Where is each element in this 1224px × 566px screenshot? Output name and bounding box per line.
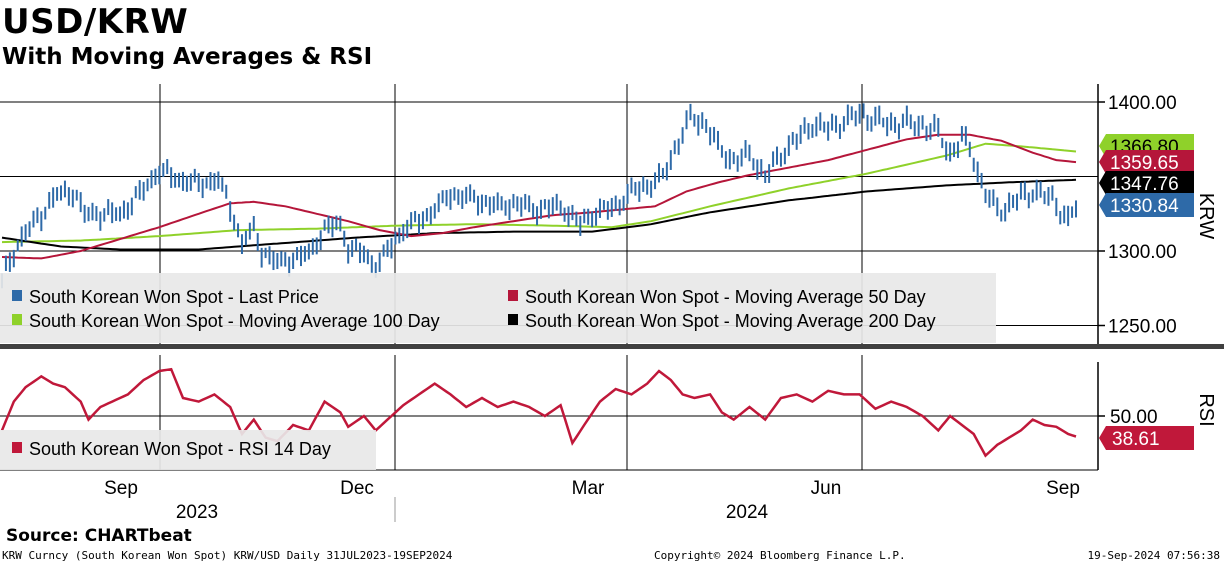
year-label: 2024 xyxy=(726,502,769,523)
x-tick-label: Sep xyxy=(104,478,138,499)
price-y-tick-label: 1250.00 xyxy=(1108,317,1177,338)
price-bars xyxy=(1,103,1077,289)
axis-labels: 1400.00 1300.00 1250.00 50.00 KRW RSI Sep Dec Ma… xyxy=(104,93,1217,523)
copyright: Copyright© 2024 Bloomberg Finance L.P. xyxy=(654,549,906,562)
legend-ma200-label: South Korean Won Spot - Moving Average 2… xyxy=(525,311,936,331)
rsi-line xyxy=(0,367,1077,458)
legend-last-price-label: South Korean Won Spot - Last Price xyxy=(29,287,319,307)
pane-divider[interactable] xyxy=(0,344,1224,349)
price-value-tag xyxy=(1099,193,1194,217)
price-legend-box xyxy=(0,273,996,343)
x-tick-label: Jun xyxy=(811,478,842,499)
legend-ma50-swatch xyxy=(508,290,518,301)
legend-rsi-label: South Korean Won Spot - RSI 14 Day xyxy=(29,439,331,459)
ma200-value-tag xyxy=(1099,171,1194,195)
rsi-y-tick-label: 50.00 xyxy=(1110,407,1158,428)
price-value-label: 1330.84 xyxy=(1110,196,1179,217)
ma50-line xyxy=(1,133,1077,260)
x-tick-label: Mar xyxy=(572,478,605,499)
year-label: 2023 xyxy=(176,502,218,523)
x-tick-label: Dec xyxy=(340,478,374,499)
ticker-info: KRW Curncy (South Korean Won Spot) KRW/U… xyxy=(2,549,453,562)
legend-ma200-swatch xyxy=(508,314,518,325)
legend-ma100-label: South Korean Won Spot - Moving Average 1… xyxy=(29,311,440,331)
x-tick-label: Sep xyxy=(1046,478,1080,499)
chart-subtitle: With Moving Averages & RSI xyxy=(2,44,373,70)
ma200-value-label: 1347.76 xyxy=(1110,174,1179,195)
legend-ma100-swatch xyxy=(12,314,22,325)
ma200-line xyxy=(1,178,1077,251)
rsi-value-label: 38.61 xyxy=(1112,429,1160,450)
legends: South Korean Won Spot - Last Price South … xyxy=(0,273,996,470)
legend-rsi-swatch xyxy=(12,442,22,453)
moving-average-lines xyxy=(1,133,1077,260)
ma100-line xyxy=(1,142,1077,244)
rsi-legend-box xyxy=(0,430,376,470)
legend-last-price-swatch xyxy=(12,290,22,301)
ma50-value-tag xyxy=(1099,150,1194,174)
price-y-tick-label: 1400.00 xyxy=(1108,93,1177,114)
rsi-value-tag xyxy=(1099,426,1194,450)
ma50-value-label: 1359.65 xyxy=(1110,153,1179,174)
legend-ma50-label: South Korean Won Spot - Moving Average 5… xyxy=(525,287,926,307)
source-note: Source: CHARTbeat xyxy=(6,526,192,546)
price-y-tick-label: 1300.00 xyxy=(1108,242,1177,263)
timestamp: 19-Sep-2024 07:56:38 xyxy=(1087,549,1220,562)
chart-svg: South Korean Won Spot - Last Price South … xyxy=(0,84,1224,523)
rsi-axis-title: RSI xyxy=(1195,393,1217,426)
price-axis-title: KRW xyxy=(1195,193,1217,239)
rsi-line-group xyxy=(0,367,1077,458)
chart-title: USD/KRW xyxy=(2,2,189,42)
